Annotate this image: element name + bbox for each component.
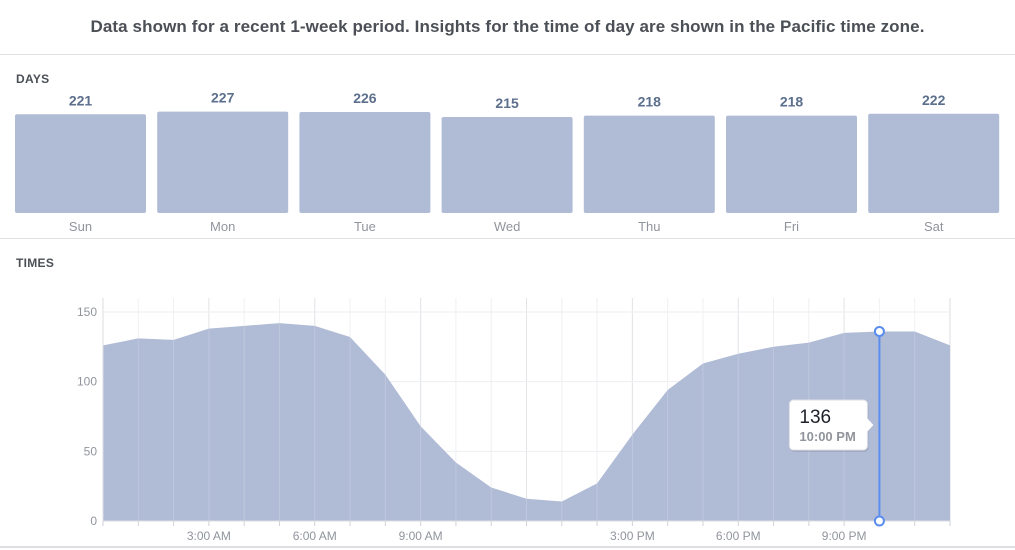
x-tick-label: 3:00 AM bbox=[187, 529, 231, 543]
day-bar-thu bbox=[583, 115, 715, 213]
hover-point-bottom bbox=[873, 515, 885, 527]
day-value-label: 227 bbox=[211, 90, 235, 106]
day-value-label: 222 bbox=[922, 92, 946, 108]
x-tick-label: 6:00 AM bbox=[293, 529, 337, 543]
day-tick-label: Thu bbox=[638, 219, 660, 234]
day-value-label: 221 bbox=[69, 92, 93, 108]
day-value-label: 218 bbox=[638, 94, 662, 110]
day-bar-sat bbox=[868, 113, 1000, 213]
y-tick-label: 150 bbox=[77, 305, 97, 319]
hover-point-top bbox=[873, 325, 885, 337]
times-area-chart[interactable]: 0 50 100 150 3:00 AM 6:00 AM 9:00 AM 3:00 PM 6:0… bbox=[0, 276, 1015, 546]
days-bar-chart: 221 Sun 227 Mon 226 Tue 215 Wed 218 Thu 218 Fri 222 S… bbox=[15, 90, 1000, 234]
day-bar-wed bbox=[441, 116, 573, 213]
day-tick-label: Sun bbox=[69, 219, 92, 234]
day-bar-sun bbox=[15, 114, 146, 213]
day-value-label: 218 bbox=[780, 94, 804, 110]
section-divider bbox=[0, 238, 1015, 239]
day-bar-fri bbox=[726, 115, 857, 213]
day-tick-label: Fri bbox=[784, 219, 799, 234]
days-section-label: DAYS bbox=[16, 72, 50, 86]
day-tick-label: Sat bbox=[924, 219, 944, 234]
times-area-series bbox=[103, 323, 950, 521]
day-tick-label: Wed bbox=[494, 219, 521, 234]
day-bar-tue bbox=[299, 112, 431, 213]
tooltip-value: 136 bbox=[799, 407, 831, 428]
page-header: Data shown for a recent 1-week period. I… bbox=[0, 0, 1015, 55]
tooltip-time: 10:00 PM bbox=[799, 429, 855, 444]
y-tick-label: 100 bbox=[77, 375, 97, 389]
tooltip-arrow bbox=[866, 418, 874, 432]
day-tick-label: Tue bbox=[354, 219, 376, 234]
y-tick-label: 50 bbox=[84, 444, 98, 458]
x-tick-label: 6:00 PM bbox=[716, 529, 761, 543]
day-bar-mon bbox=[157, 111, 289, 213]
day-value-label: 215 bbox=[495, 95, 519, 111]
day-value-label: 226 bbox=[353, 90, 377, 106]
x-tick-label: 3:00 PM bbox=[610, 529, 655, 543]
day-tick-label: Mon bbox=[210, 219, 235, 234]
times-section-label: TIMES bbox=[16, 256, 55, 270]
header-note: Data shown for a recent 1-week period. I… bbox=[90, 17, 925, 36]
x-tick-label: 9:00 PM bbox=[822, 529, 867, 543]
x-tick-label: 9:00 AM bbox=[399, 529, 443, 543]
bottom-border bbox=[0, 546, 1015, 548]
y-tick-label: 0 bbox=[90, 514, 97, 528]
